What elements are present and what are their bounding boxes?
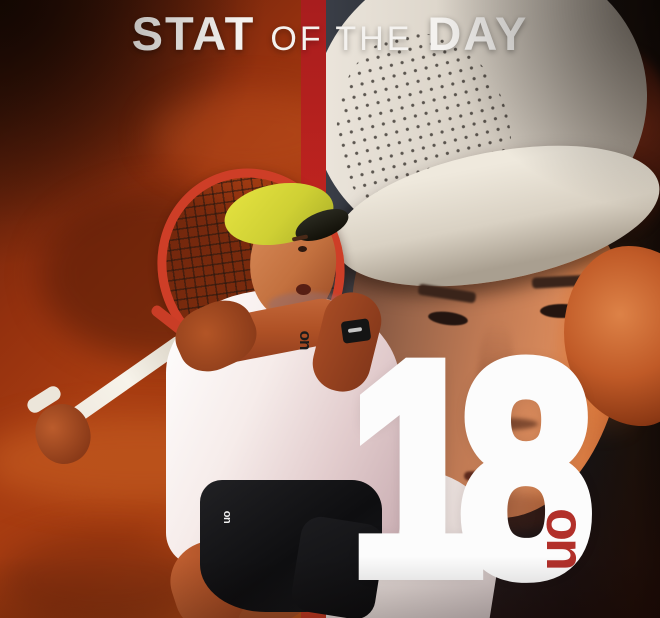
headline-word-of-the: OF THE xyxy=(270,20,413,58)
player-mouth xyxy=(296,284,311,295)
on-chest-logo: on xyxy=(296,330,315,350)
headline: STAT OF THE DAY xyxy=(0,6,660,61)
headline-word-stat: STAT xyxy=(131,7,256,60)
player-eye xyxy=(298,246,307,252)
stat-number: 18 xyxy=(344,300,600,618)
headline-word-day: DAY xyxy=(427,7,529,60)
on-brand-logo: on xyxy=(535,508,595,568)
on-shorts-logo: on xyxy=(221,510,233,524)
